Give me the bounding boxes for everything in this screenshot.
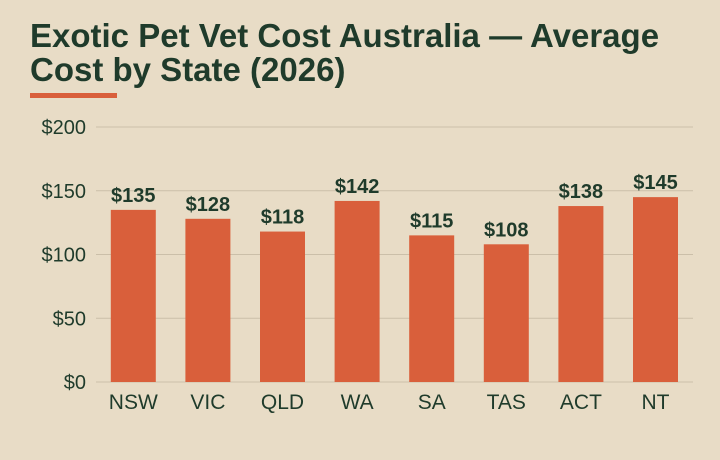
- bar-wa: [334, 200, 380, 382]
- x-tick-label: NT: [642, 391, 670, 414]
- y-axis-tick-labels: $0 $50 $100 $150 $200: [42, 117, 87, 394]
- value-label: $108: [484, 219, 529, 241]
- value-label: $115: [410, 210, 453, 232]
- bar-vic: [185, 218, 231, 382]
- value-label: $135: [111, 185, 156, 207]
- x-axis-tick-labels: NSW VIC QLD WA SA TAS ACT NT: [109, 391, 670, 414]
- x-tick-label: QLD: [261, 391, 304, 414]
- title-accent-bar: [30, 93, 117, 98]
- value-label: $128: [186, 194, 231, 216]
- bar-qld: [260, 231, 305, 382]
- y-tick-label: $200: [42, 117, 87, 139]
- x-tick-label: ACT: [560, 391, 602, 414]
- x-tick-label: TAS: [487, 391, 526, 414]
- bars: [110, 197, 678, 382]
- value-label: $138: [559, 181, 604, 203]
- value-labels: $135 $128 $118 $142 $115 $108 $138 $145: [111, 172, 678, 241]
- y-tick-label: $50: [53, 308, 86, 330]
- x-tick-label: SA: [418, 391, 446, 414]
- value-label: $118: [261, 207, 304, 229]
- x-tick-label: NSW: [109, 391, 158, 414]
- y-tick-label: $100: [42, 245, 87, 267]
- bar-nt: [633, 197, 678, 382]
- y-tick-label: $0: [64, 372, 86, 394]
- bar-act: [558, 206, 604, 382]
- chart-title: Exotic Pet Vet Cost Australia — Average …: [30, 17, 660, 88]
- x-tick-label: VIC: [190, 391, 225, 414]
- bar-tas: [483, 244, 529, 382]
- bar-sa: [409, 235, 455, 382]
- y-tick-label: $150: [42, 181, 87, 203]
- bar-nsw: [110, 209, 156, 382]
- value-label: $142: [335, 176, 380, 198]
- x-tick-label: WA: [341, 391, 374, 414]
- value-label: $145: [633, 172, 678, 194]
